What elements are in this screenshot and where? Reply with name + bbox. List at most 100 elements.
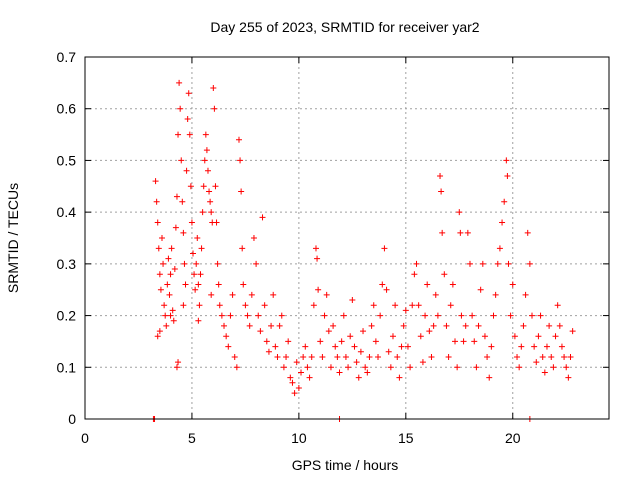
data-point [471,338,478,345]
data-point [439,229,446,236]
data-point [404,343,411,350]
data-point [306,374,313,381]
data-point [181,260,188,267]
data-point [186,131,193,138]
data-point [432,291,439,298]
data-point [164,281,171,288]
data-point [317,338,324,345]
data-point [445,353,452,360]
data-point [460,338,467,345]
data-point [323,291,330,298]
data-point [175,131,182,138]
data-point [531,343,538,350]
data-point [200,183,207,190]
data-point [283,353,290,360]
data-point [332,343,339,350]
data-point [310,302,317,309]
data-point [417,333,424,340]
data-point [218,312,225,319]
data-point [233,364,240,371]
data-point [338,338,345,345]
data-point [175,359,182,366]
data-point [221,322,228,329]
data-point [492,291,499,298]
data-point [392,302,399,309]
data-point [345,364,352,371]
data-point [244,312,251,319]
data-point [211,105,218,112]
data-point [413,260,420,267]
data-point [355,374,362,381]
data-point [411,271,418,278]
data-point [198,245,205,252]
data-point [207,198,214,205]
data-point [353,359,360,366]
data-point [561,353,568,360]
data-point [154,219,161,226]
data-point [486,374,493,381]
data-point [558,343,565,350]
data-point [199,209,206,216]
data-point [565,374,572,381]
data-point [569,328,576,335]
data-point [539,353,546,360]
data-point [248,291,255,298]
data-point [152,178,159,185]
data-point [526,260,533,267]
data-point [315,286,322,293]
data-point [336,369,343,376]
data-point [289,379,296,386]
data-point [501,198,508,205]
data-point [239,245,246,252]
chart-title: Day 255 of 2023, SRMTID for receiver yar… [210,19,479,35]
data-point [389,333,396,340]
data-point [312,245,319,252]
data-point [370,302,377,309]
data-point [194,235,201,241]
data-point [180,302,187,309]
data-point [479,260,486,267]
data-point [514,353,521,360]
data-point [375,353,382,360]
data-point [387,364,394,371]
data-point [208,291,215,298]
data-point [437,172,444,179]
data-point [263,338,270,345]
data-point [173,364,180,371]
x-tick-label: 10 [291,430,307,446]
data-point [246,322,253,329]
data-point [505,260,512,267]
data-point [242,302,249,309]
data-point [357,348,364,355]
data-point [520,322,527,329]
data-point [554,302,561,309]
data-point [394,353,401,360]
data-point [160,260,167,267]
data-point [193,260,200,267]
x-tick-label: 15 [398,430,414,446]
data-point [298,369,305,376]
x-tick-label: 0 [81,430,89,446]
data-point [261,302,268,309]
data-point [347,333,354,340]
data-point [237,157,244,164]
data-point [270,291,277,298]
data-point [304,364,311,371]
data-point [166,291,173,298]
data-point [550,364,557,371]
data-point [167,312,174,319]
x-tick-label: 20 [505,430,521,446]
data-point [302,343,309,350]
data-point [351,343,358,350]
data-point [449,281,456,288]
y-tick-label: 0.7 [57,49,77,65]
data-point [214,260,221,267]
data-point [195,281,202,288]
data-point [372,338,379,345]
y-tick-label: 0.3 [57,256,77,272]
data-point [250,235,257,241]
data-point [180,229,187,236]
data-point [494,260,501,267]
data-point [272,343,279,350]
data-point [257,328,264,335]
